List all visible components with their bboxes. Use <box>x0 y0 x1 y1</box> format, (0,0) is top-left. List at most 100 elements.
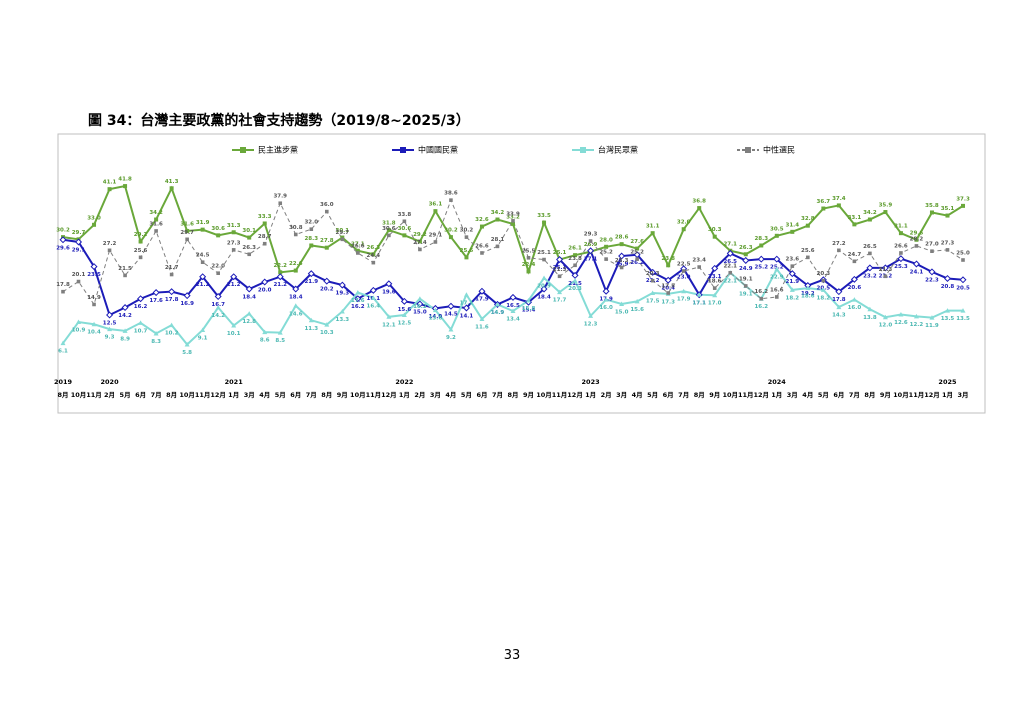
data-label: 14.6 <box>289 311 303 317</box>
data-point <box>835 288 843 296</box>
data-point <box>557 289 563 295</box>
x-tick-label: 4月 <box>802 391 813 399</box>
data-label: 33.0 <box>87 215 101 221</box>
year-label: 2022 <box>395 378 413 386</box>
data-label: 25.9 <box>615 262 629 268</box>
data-label: 14.1 <box>460 313 474 319</box>
data-label: 27.0 <box>925 242 939 248</box>
data-point <box>216 271 220 275</box>
data-label: 18.4 <box>242 295 256 301</box>
data-point <box>696 292 702 297</box>
data-point <box>137 295 145 303</box>
data-point <box>153 330 159 336</box>
data-label: 24.7 <box>848 252 862 258</box>
data-label: 22.1 <box>723 278 737 284</box>
data-point <box>774 233 779 238</box>
series-line <box>62 198 964 306</box>
data-label: 12.0 <box>879 323 893 329</box>
data-label: 32.8 <box>801 216 815 222</box>
data-point <box>231 230 236 235</box>
data-label: 26.3 <box>242 245 256 251</box>
x-tick-label: 11月 <box>738 391 754 399</box>
x-tick-label: 12月 <box>754 391 770 399</box>
data-label: 18.4 <box>537 295 551 301</box>
data-label: 22.4 <box>522 262 536 268</box>
x-tick-label: 8月 <box>321 391 332 399</box>
data-point <box>261 278 269 286</box>
data-point <box>898 231 903 236</box>
data-point <box>76 319 82 325</box>
data-label: 9.1 <box>198 335 208 341</box>
data-point <box>169 186 174 191</box>
data-point <box>913 313 919 319</box>
data-point <box>883 210 888 215</box>
data-point <box>852 222 857 227</box>
legend-marker <box>400 147 406 153</box>
x-tick-label: 5月 <box>120 391 131 399</box>
data-label: 31.1 <box>894 224 908 230</box>
data-label: 12.6 <box>894 320 908 326</box>
x-tick-label: 12月 <box>381 391 397 399</box>
data-point <box>449 198 453 202</box>
x-tick-label: 7月 <box>492 391 503 399</box>
data-point <box>370 295 376 300</box>
data-label: 26.9 <box>584 242 598 248</box>
data-point <box>478 287 486 295</box>
data-label: 11.6 <box>475 324 489 330</box>
data-point <box>356 251 360 255</box>
data-point <box>154 229 158 233</box>
x-tick-label: 1月 <box>399 391 410 399</box>
data-point <box>850 275 858 283</box>
data-label: 12.8 <box>242 319 256 325</box>
data-label: 24.4 <box>367 253 381 259</box>
data-point <box>930 249 934 253</box>
data-point <box>92 302 96 307</box>
data-label: 13.3 <box>336 317 350 323</box>
data-label: 34.2 <box>491 210 505 216</box>
data-label: 8.5 <box>275 338 285 344</box>
data-point <box>479 316 485 321</box>
data-label: 14.3 <box>832 313 846 319</box>
legend-label: 中性選民 <box>763 145 795 155</box>
data-label: 31.3 <box>227 223 241 229</box>
data-label: 38.6 <box>444 191 458 197</box>
data-point <box>743 284 748 288</box>
data-label: 41.3 <box>165 179 179 185</box>
data-point <box>400 297 408 305</box>
data-label: 16.2 <box>134 304 148 310</box>
data-label: 8.3 <box>151 339 161 345</box>
data-label: 30.6 <box>398 226 412 232</box>
data-point <box>914 237 919 242</box>
x-tick-label: 6月 <box>833 391 844 399</box>
data-label: 5.8 <box>182 350 192 356</box>
data-label: 32.0 <box>304 220 318 226</box>
data-point <box>185 237 189 242</box>
data-label: 26.6 <box>894 243 908 249</box>
data-point <box>152 289 160 297</box>
data-point <box>494 301 500 307</box>
data-label: 6.1 <box>58 349 68 355</box>
data-point <box>433 209 438 214</box>
data-label: 23.8 <box>661 256 675 262</box>
data-label: 32.6 <box>475 217 489 223</box>
data-point <box>789 287 795 292</box>
data-point <box>960 308 966 313</box>
data-point <box>324 245 329 250</box>
data-point <box>945 213 950 218</box>
data-label: 26.3 <box>367 245 381 251</box>
data-point <box>588 313 594 318</box>
data-label: 36.8 <box>692 199 706 205</box>
data-label: 17.8 <box>832 297 846 303</box>
data-label: 14.9 <box>491 310 505 316</box>
data-label: 11.3 <box>304 326 318 332</box>
data-point <box>386 228 391 233</box>
data-label: 30.3 <box>708 227 722 233</box>
data-point <box>123 273 127 278</box>
data-point <box>200 227 205 232</box>
data-point <box>511 219 515 223</box>
data-point <box>106 311 114 319</box>
x-tick-label: 8月 <box>507 391 518 399</box>
x-tick-label: 4月 <box>445 391 456 399</box>
data-label: 21.9 <box>304 279 318 285</box>
